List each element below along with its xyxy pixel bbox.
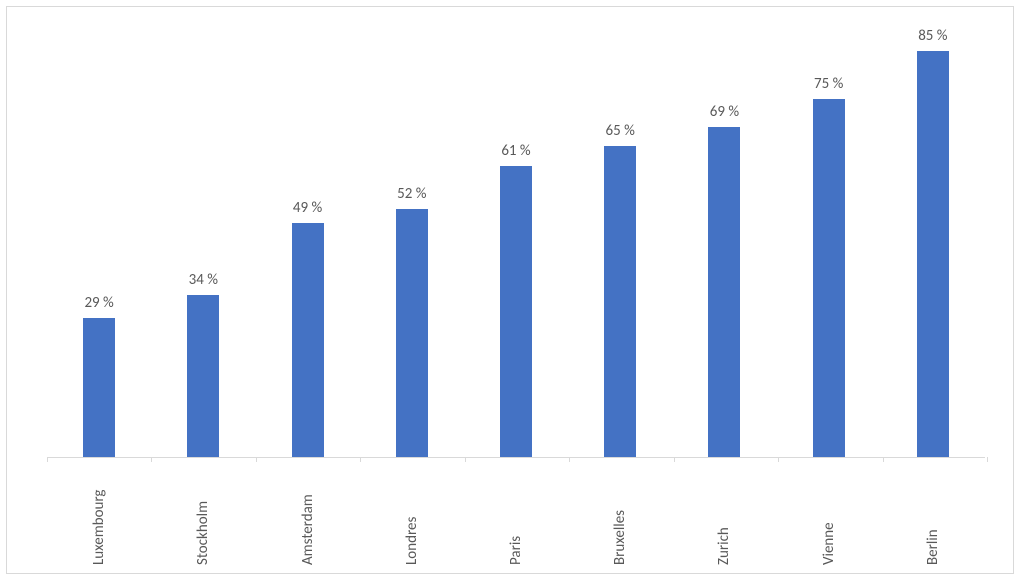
category-label: Vienne (820, 469, 838, 565)
category-label: Bruxelles (611, 469, 629, 565)
x-axis-tick (883, 457, 884, 462)
bar-slot: 75 % (777, 27, 881, 457)
bar (917, 51, 949, 457)
x-axis-tick (47, 457, 48, 462)
bar-value-label: 49 % (293, 199, 322, 217)
bar (813, 99, 845, 457)
x-axis-tick (151, 457, 152, 462)
bar-slot: 69 % (672, 27, 776, 457)
bar-value-label: 85 % (918, 27, 947, 45)
chart-container: 29 % 34 % 49 % 52 % 61 % 65 % 69 % 75 % 85 % Lux… (0, 0, 1020, 580)
bar (500, 166, 532, 457)
bar (187, 295, 219, 457)
category-slot: Londres (360, 469, 464, 565)
category-label: Paris (507, 469, 525, 565)
bar-slot: 85 % (881, 27, 985, 457)
bar-row: 29 % 34 % 49 % 52 % 61 % 65 % 69 % 75 % 85 % (47, 27, 985, 457)
x-axis-line (47, 457, 985, 458)
category-row: Luxembourg Stockholm Amsterdam Londres Paris… (47, 469, 985, 565)
chart-border: 29 % 34 % 49 % 52 % 61 % 65 % 69 % 75 % 85 % Lux… (6, 6, 1014, 574)
x-axis-tick (987, 457, 988, 462)
category-slot: Stockholm (151, 469, 255, 565)
bar-slot: 49 % (255, 27, 359, 457)
category-slot: Berlin (881, 469, 985, 565)
category-slot: Zurich (672, 469, 776, 565)
category-label: Amsterdam (299, 469, 317, 565)
bar-value-label: 34 % (189, 271, 218, 289)
bar (396, 209, 428, 457)
bar-slot: 52 % (360, 27, 464, 457)
x-axis-tick (778, 457, 779, 462)
bar-slot: 29 % (47, 27, 151, 457)
x-axis-tick (256, 457, 257, 462)
bar-value-label: 65 % (606, 122, 635, 140)
category-slot: Luxembourg (47, 469, 151, 565)
category-label: Londres (403, 469, 421, 565)
x-axis-tick (569, 457, 570, 462)
bar-slot: 65 % (568, 27, 672, 457)
bar (292, 223, 324, 457)
bar-slot: 61 % (464, 27, 568, 457)
x-axis-tick (360, 457, 361, 462)
category-slot: Bruxelles (568, 469, 672, 565)
x-axis-tick (465, 457, 466, 462)
category-slot: Vienne (777, 469, 881, 565)
bar (604, 146, 636, 457)
category-label: Berlin (924, 469, 942, 565)
category-slot: Amsterdam (255, 469, 359, 565)
category-label: Luxembourg (90, 469, 108, 565)
bar (83, 318, 115, 457)
plot-area: 29 % 34 % 49 % 52 % 61 % 65 % 69 % 75 % 85 % (47, 27, 985, 457)
x-axis-tick (674, 457, 675, 462)
bar-value-label: 29 % (84, 294, 113, 312)
bar-value-label: 61 % (501, 142, 530, 160)
category-slot: Paris (464, 469, 568, 565)
category-label: Stockholm (194, 469, 212, 565)
category-label: Zurich (715, 469, 733, 565)
bar-slot: 34 % (151, 27, 255, 457)
bar-value-label: 75 % (814, 75, 843, 93)
bar (708, 127, 740, 457)
bar-value-label: 69 % (710, 103, 739, 121)
bar-value-label: 52 % (397, 185, 426, 203)
